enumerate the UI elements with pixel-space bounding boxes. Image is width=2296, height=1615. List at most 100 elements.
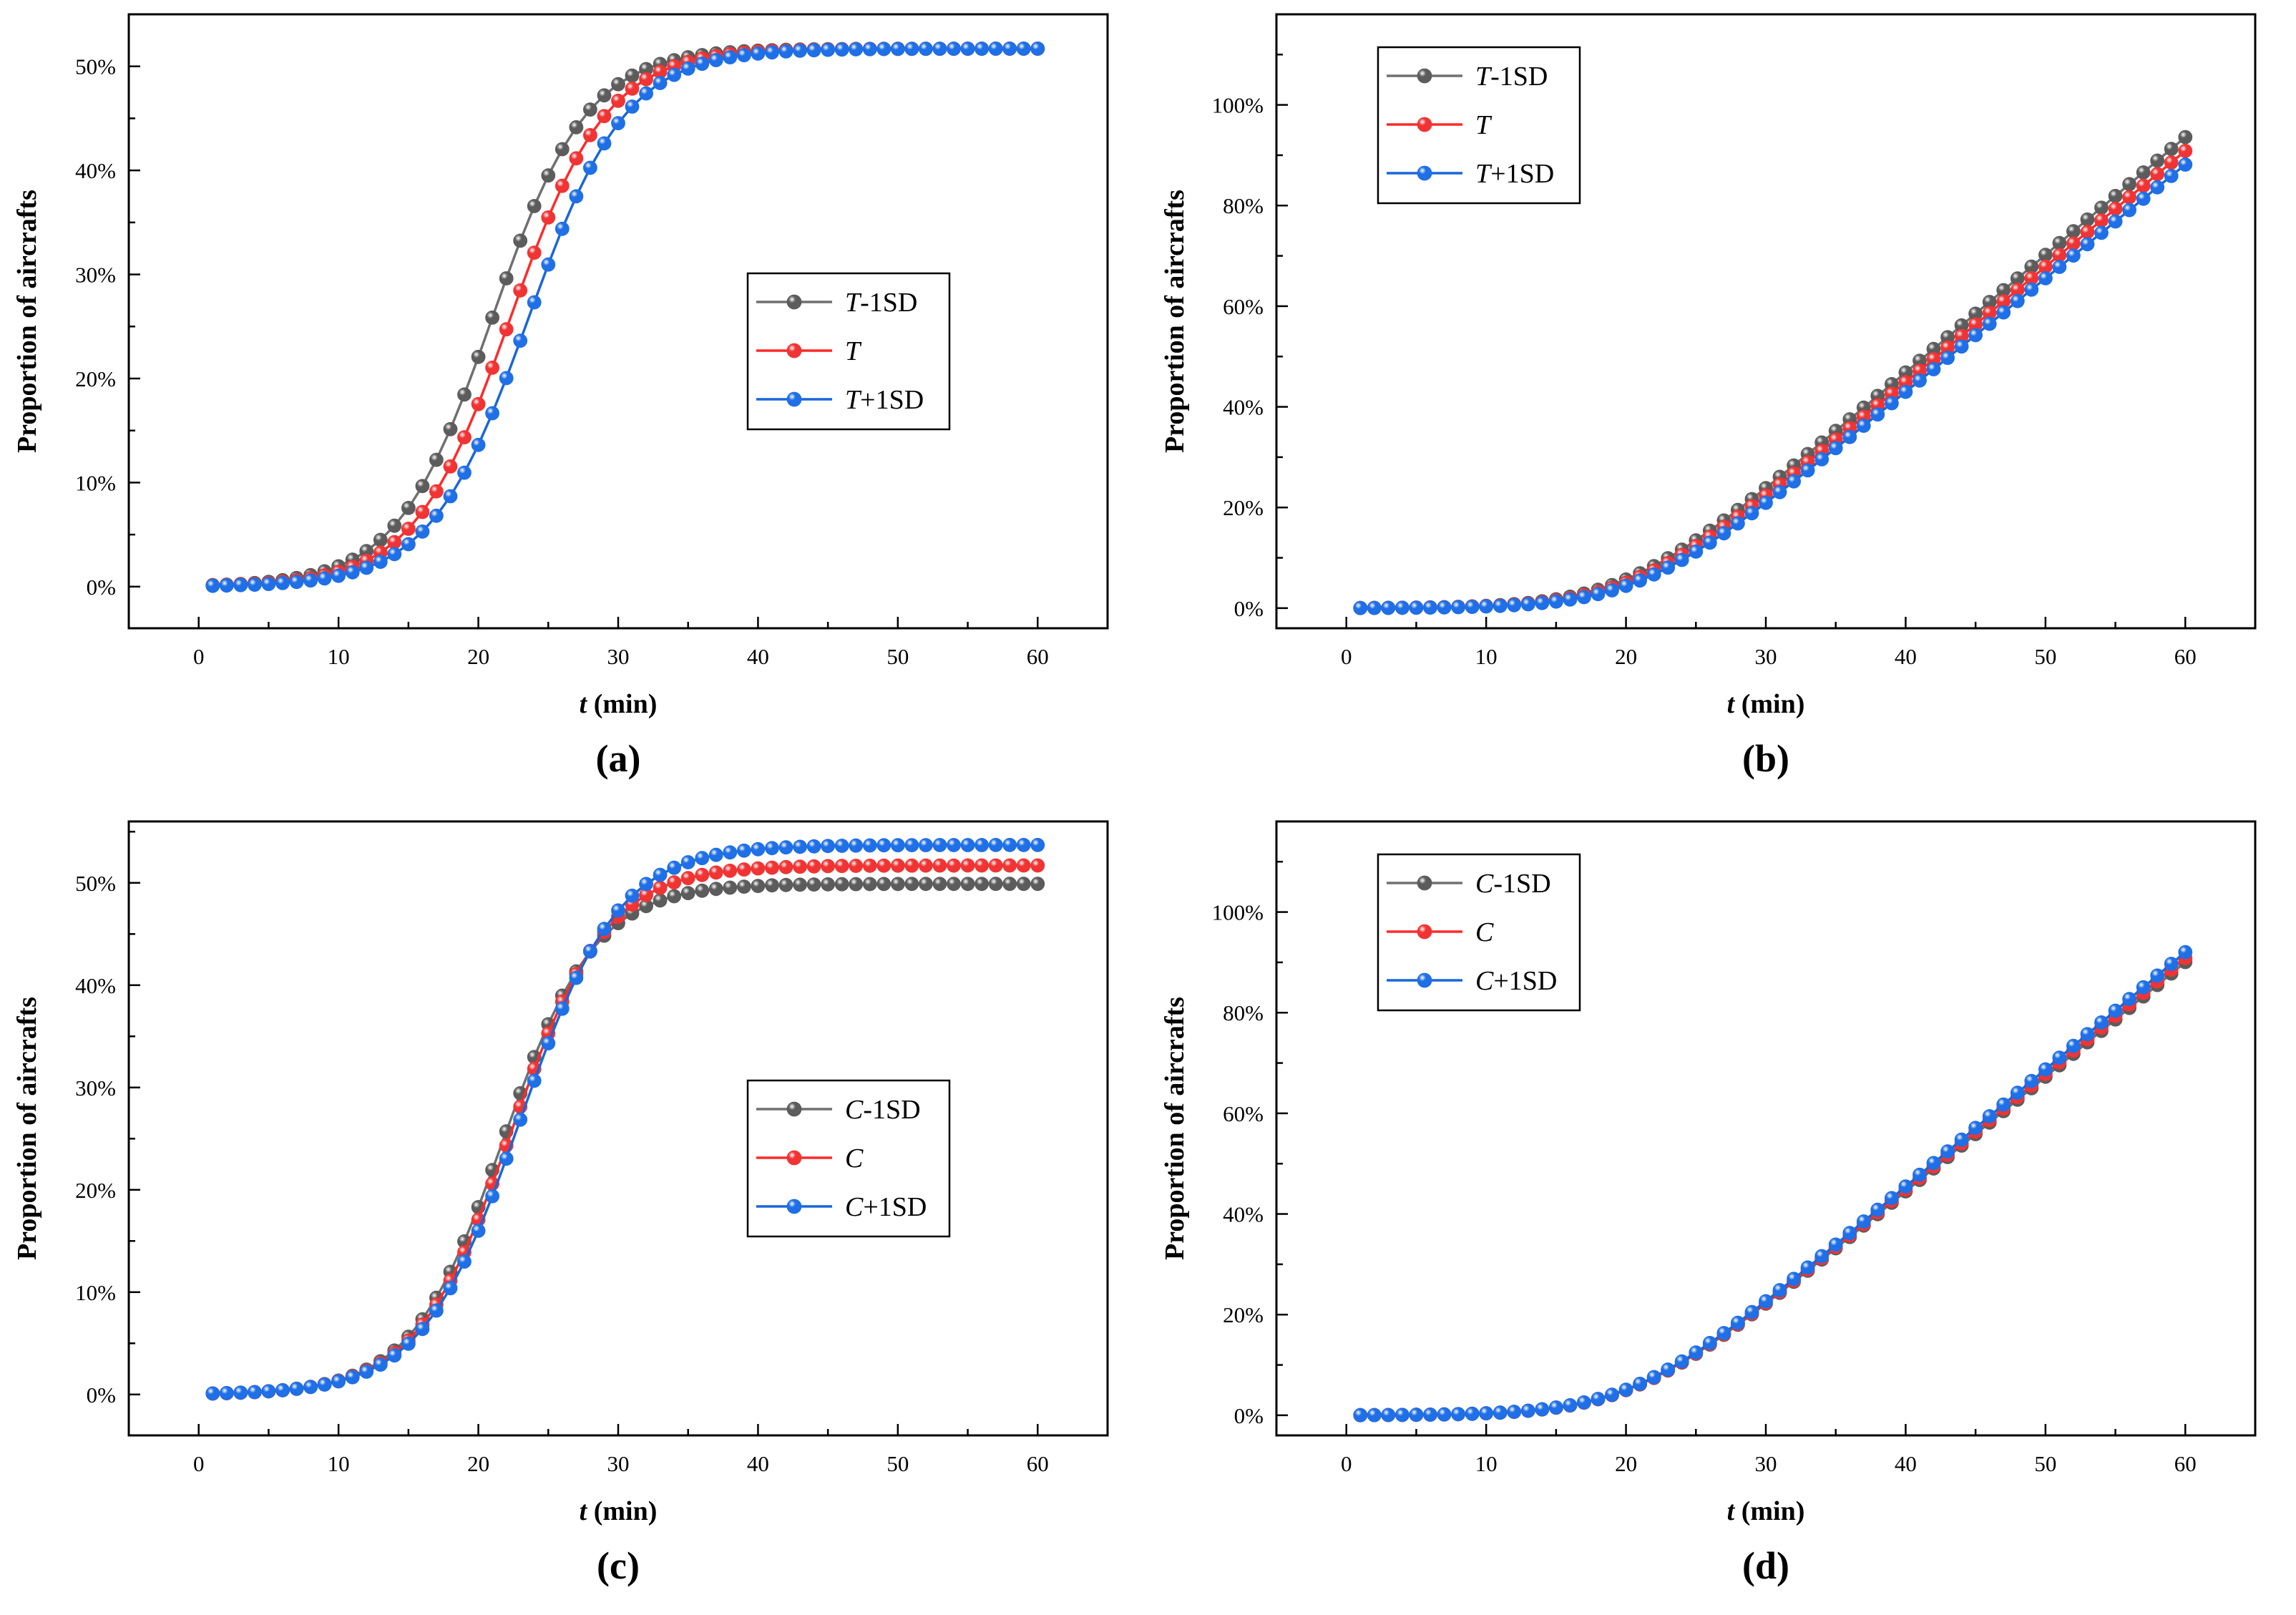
data-point <box>429 508 444 523</box>
data-point <box>667 875 682 889</box>
data-point <box>806 877 821 892</box>
data-point <box>751 861 766 876</box>
data-point <box>2164 168 2179 183</box>
data-point <box>2066 236 2081 251</box>
data-point <box>485 310 499 325</box>
data-point <box>932 42 947 57</box>
data-point <box>471 349 486 364</box>
data-point <box>667 860 682 875</box>
data-point <box>1493 1405 1508 1420</box>
data-point <box>708 882 723 897</box>
data-point <box>611 116 625 131</box>
panel-label: (c) <box>597 1544 640 1587</box>
data-point <box>1002 42 1017 56</box>
data-point <box>513 283 528 298</box>
data-point <box>639 877 653 892</box>
data-point <box>2178 945 2193 960</box>
data-point <box>1968 1121 1983 1136</box>
data-point <box>415 1322 430 1337</box>
series-line <box>1360 150 2187 610</box>
data-point <box>876 877 891 892</box>
data-point <box>457 387 472 402</box>
data-point <box>2094 213 2109 228</box>
data-point <box>1563 1398 1578 1412</box>
data-point <box>345 1370 360 1385</box>
data-point <box>1702 535 1717 550</box>
data-point <box>569 151 584 166</box>
data-point <box>862 859 877 873</box>
data-point <box>960 838 975 852</box>
data-point <box>793 877 807 892</box>
y-tick-label: 60% <box>1223 1101 1264 1126</box>
data-point <box>821 42 835 57</box>
data-point <box>1926 1156 1941 1171</box>
data-point <box>2122 190 2136 205</box>
data-point <box>569 970 584 985</box>
data-point <box>625 68 640 83</box>
x-tick-label: 40 <box>747 1451 769 1476</box>
legend-label: C-1SD <box>1475 869 1551 899</box>
data-point <box>793 839 807 854</box>
data-point <box>1016 838 1031 852</box>
data-point <box>849 877 864 892</box>
data-point <box>876 42 891 57</box>
data-point <box>751 47 766 61</box>
data-point <box>247 1385 262 1400</box>
data-point <box>2066 224 2081 239</box>
data-point <box>2178 157 2193 172</box>
x-tick-label: 50 <box>886 1451 909 1476</box>
data-point <box>1437 1407 1452 1422</box>
data-point <box>723 864 738 878</box>
data-point <box>1423 600 1437 615</box>
data-point <box>611 77 625 92</box>
data-point <box>457 465 472 480</box>
data-point <box>429 484 444 499</box>
legend-swatch-marker <box>1417 117 1432 132</box>
data-point <box>2094 200 2109 215</box>
data-point <box>1885 1191 1899 1206</box>
data-point <box>737 879 751 894</box>
data-point <box>667 67 682 82</box>
legend-label: C <box>1475 917 1494 947</box>
data-point <box>555 1001 570 1016</box>
data-point <box>988 42 1003 56</box>
data-point <box>331 1374 346 1389</box>
data-point <box>1856 419 1871 433</box>
x-tick-label: 20 <box>1615 644 1637 669</box>
data-point <box>499 322 514 337</box>
data-point <box>919 877 933 892</box>
legend-swatch-marker <box>786 294 802 310</box>
data-point <box>1968 328 1983 343</box>
data-point <box>1479 599 1494 614</box>
data-point <box>1772 484 1787 499</box>
data-point <box>653 867 668 882</box>
data-point <box>373 1357 388 1372</box>
data-point <box>793 859 807 874</box>
data-point <box>2136 191 2151 206</box>
data-point <box>2150 167 2165 182</box>
data-point <box>821 839 835 854</box>
y-axis-label: Proportion of aircrafts <box>12 190 42 453</box>
data-point <box>541 210 556 225</box>
data-point <box>1912 1167 1927 1182</box>
legend-item: T-1SD <box>1387 62 1548 92</box>
data-point <box>387 547 402 562</box>
y-tick-label: 0% <box>1234 596 1264 621</box>
data-point <box>611 903 625 918</box>
data-point <box>541 1036 556 1050</box>
data-point <box>429 1303 444 1318</box>
data-point <box>765 878 779 893</box>
data-point <box>765 841 779 856</box>
data-point <box>1423 1407 1437 1422</box>
data-point <box>2080 1027 2095 1042</box>
y-tick-label: 20% <box>75 366 116 391</box>
data-point <box>1633 573 1647 588</box>
data-point <box>471 396 486 411</box>
x-tick-label: 60 <box>1027 1451 1049 1476</box>
y-tick-label: 60% <box>1223 294 1264 319</box>
data-point <box>1744 1304 1759 1319</box>
legend-item: C <box>756 1143 864 1174</box>
x-tick-label: 20 <box>467 1451 489 1476</box>
data-point <box>1493 598 1508 613</box>
data-point <box>443 421 458 436</box>
